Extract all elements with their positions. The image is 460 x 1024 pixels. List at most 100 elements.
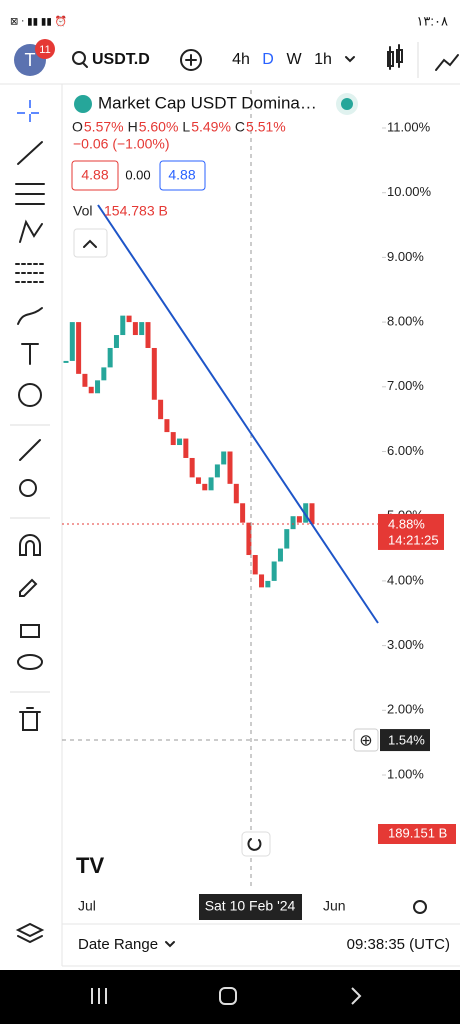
price-tick-label: 3.00% <box>387 637 424 652</box>
candle <box>195 477 201 484</box>
price-tick-label: 6.00% <box>387 443 424 458</box>
price-tick-label: 9.00% <box>387 249 424 264</box>
search-icon <box>82 62 88 68</box>
emoji-tool[interactable] <box>18 383 42 407</box>
ruler-tool[interactable] <box>19 439 41 461</box>
candle <box>164 419 170 433</box>
vol-value: 154.783 B <box>104 203 168 219</box>
ohlc-value: 5.49% <box>191 119 231 135</box>
text-tool[interactable] <box>21 343 39 365</box>
delete-tool[interactable] <box>19 707 41 731</box>
crosshair-price-box <box>380 729 430 752</box>
change: −0.06 (−1.00%) <box>73 136 170 152</box>
sell-button[interactable] <box>71 160 119 191</box>
interval[interactable]: 4h <box>232 51 250 68</box>
status-time: ١٣:٠٨ <box>416 13 448 28</box>
trend-tool[interactable] <box>17 141 43 165</box>
search-icon[interactable] <box>72 51 86 65</box>
candle <box>177 438 183 446</box>
chart: 11.00%10.00%9.00%8.00%7.00%6.00%5.00%4.0… <box>62 119 432 781</box>
fib-tool[interactable] <box>15 183 45 205</box>
candle <box>233 483 239 504</box>
add-symbol <box>185 54 197 66</box>
add-symbol[interactable] <box>180 49 202 71</box>
candle <box>107 347 113 368</box>
candle <box>88 386 94 394</box>
back-button[interactable] <box>351 987 362 1005</box>
candle <box>202 483 208 491</box>
settings[interactable] <box>413 900 427 914</box>
date-range[interactable]: Date Range <box>78 936 158 953</box>
brush-tool[interactable] <box>17 307 43 325</box>
candle <box>303 503 309 523</box>
candle <box>240 503 246 523</box>
candle <box>277 548 283 562</box>
candle <box>265 580 271 588</box>
zoom-tool[interactable] <box>19 479 37 497</box>
chart-type[interactable] <box>387 44 403 70</box>
candle <box>82 373 88 387</box>
lock-tool[interactable] <box>20 624 40 638</box>
candle <box>158 399 164 420</box>
pattern-tool[interactable] <box>19 219 43 243</box>
countdown: 14:21:25 <box>388 532 439 547</box>
tools <box>10 100 50 944</box>
candle <box>120 315 126 336</box>
candle <box>271 561 277 581</box>
interval[interactable]: 1h <box>314 51 332 68</box>
status-icons <box>6 14 96 28</box>
ohlc-key: H <box>128 119 138 135</box>
tv-logo: TV <box>76 853 104 878</box>
reset-chart[interactable] <box>241 831 271 857</box>
crosshair-price: 1.54% <box>388 732 425 747</box>
price-tick-label: 7.00% <box>387 378 424 393</box>
volume-box <box>378 824 456 844</box>
price-tick-label: 4.00% <box>387 572 424 587</box>
candle <box>132 322 138 336</box>
magnet-tool[interactable] <box>19 534 41 556</box>
collapse-legend[interactable] <box>73 228 108 258</box>
status-icons: ⊠ ‧ ▮▮ ▮▮ ⏰ <box>10 15 67 28</box>
lock-draw-tool[interactable] <box>19 578 38 597</box>
candle <box>309 503 315 524</box>
interval[interactable]: W <box>286 51 302 68</box>
interval-menu[interactable] <box>345 56 355 63</box>
candle <box>126 315 132 323</box>
avatar-letter: T <box>25 50 36 70</box>
home-button[interactable] <box>219 987 237 1005</box>
buy-button[interactable] <box>159 160 206 191</box>
candle <box>76 322 82 374</box>
ohlc-key: O <box>72 119 83 135</box>
date-range <box>165 941 175 948</box>
candle <box>227 451 233 484</box>
last-price: 4.88% <box>388 516 425 531</box>
candle <box>113 335 119 348</box>
candle <box>95 380 101 394</box>
candle <box>145 322 151 348</box>
symbol-logo <box>74 95 92 113</box>
indicators[interactable] <box>435 54 459 71</box>
candle <box>189 457 195 478</box>
spread: 0.00 <box>125 167 150 182</box>
candle <box>284 529 290 549</box>
price-tick-label: 10.00% <box>387 184 432 199</box>
crosshair-tool[interactable] <box>17 100 43 126</box>
ask: 4.88 <box>168 167 195 183</box>
candle <box>69 322 75 361</box>
layers-tool[interactable] <box>15 922 45 944</box>
candle <box>221 451 227 465</box>
crosshair-add[interactable] <box>353 728 379 752</box>
interval[interactable]: D <box>262 51 274 68</box>
crosshair-volume: 189.151 B <box>388 825 447 840</box>
candle <box>296 516 302 523</box>
forecast-tool[interactable] <box>15 263 45 283</box>
crosshair-date-box <box>199 894 302 920</box>
recents-button[interactable] <box>91 988 107 1004</box>
candle <box>246 522 252 556</box>
ohlc-value: 5.57% <box>84 119 124 135</box>
candle <box>208 477 214 491</box>
candle <box>183 438 189 458</box>
symbol[interactable]: USDT.D <box>92 51 150 68</box>
hide-tool[interactable] <box>17 654 43 670</box>
